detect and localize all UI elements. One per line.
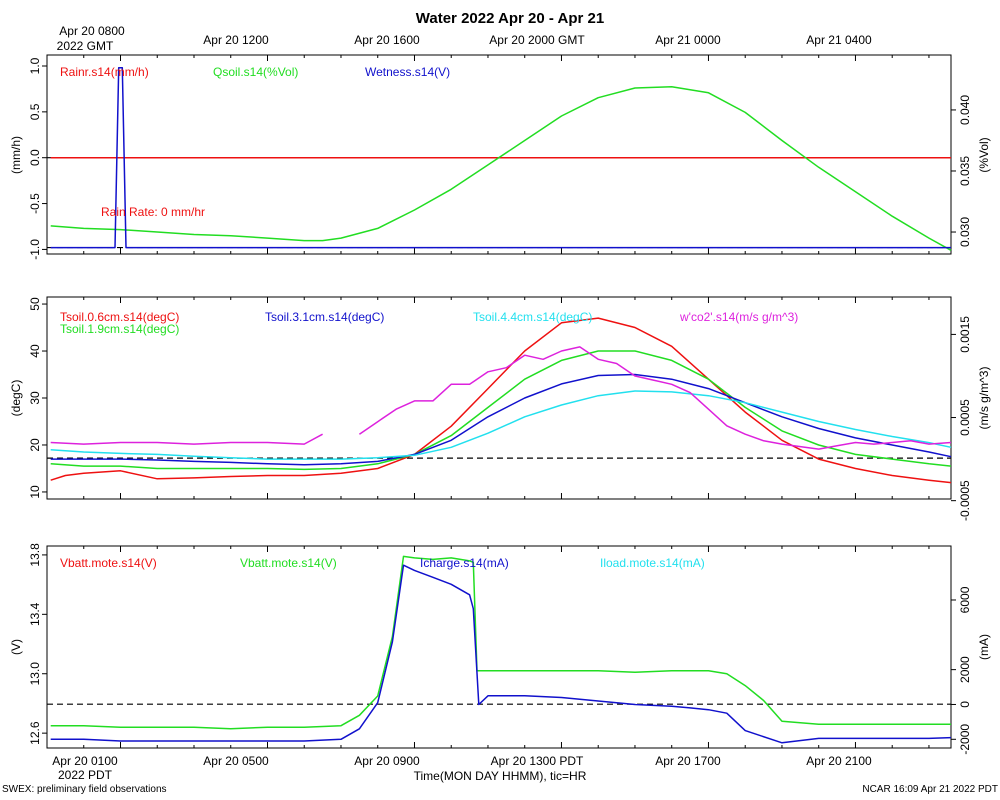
right-y-tick-label: -2000 — [958, 724, 972, 755]
panel-2-legend-tsoil-0-6: Tsoil.0.6cm.s14(degC) — [60, 310, 179, 324]
panel-2-x-ticks — [46, 297, 930, 499]
bottom-tick-sublabel: 2022 PDT — [58, 768, 113, 782]
series-line-qsoil-s14 — [50, 85, 952, 251]
panel-3-legend-vbatt-green: Vbatt.mote.s14(V) — [240, 556, 337, 570]
x-axis-label: Time(MON DAY HHMM), tic=HR — [414, 769, 587, 783]
left-y-tick-label: 0.0 — [28, 149, 42, 166]
bottom-axis-labels: Apr 20 0100 2022 PDT Apr 20 0500 Apr 20 … — [52, 754, 872, 782]
panel-2-legend-tsoil-3-1: Tsoil.3.1cm.s14(degC) — [265, 310, 384, 324]
left-y-tick-label: 13.8 — [28, 543, 42, 567]
left-y-tick-label: 40 — [28, 344, 42, 358]
panel-3-ylabel-right: (mA) — [977, 634, 991, 660]
bottom-tick-label-1: Apr 20 0500 — [203, 754, 269, 768]
panel-1-rain-rate-annotation: Rain Rate: 0 mm/hr — [101, 205, 205, 219]
panel-1-legend-wetness: Wetness.s14(V) — [365, 65, 450, 79]
panel-3-ylabel-left: (V) — [9, 639, 23, 655]
panel-2-right-ticks: 0.0015 0.0005 -0.0005 — [951, 316, 972, 521]
panel-2-legend-tsoil-4-4: Tsoil.4.4cm.s14(degC) — [473, 310, 592, 324]
bottom-tick-label-3: Apr 20 1300 PDT — [491, 754, 584, 768]
left-y-tick-label: 12.6 — [28, 721, 42, 745]
left-y-tick-label: 0.5 — [28, 103, 42, 120]
top-tick-label-3: Apr 20 2000 GMT — [489, 33, 585, 47]
panel-1-x-ticks — [46, 55, 930, 254]
series-line-tsoil-1-9cm-s14 — [50, 350, 952, 471]
right-y-tick-label: 0.0005 — [958, 399, 972, 436]
top-tick-sublabel: 2022 GMT — [57, 39, 114, 53]
right-y-tick-label: 0.030 — [958, 217, 972, 247]
left-y-tick-label: 10 — [28, 485, 42, 499]
panel-3-legend-vbatt-red: Vbatt.mote.s14(V) — [60, 556, 157, 570]
panel-2-legend-tsoil-1-9: Tsoil.1.9cm.s14(degC) — [60, 322, 179, 336]
panel-3-legend-iload: Iload.mote.s14(mA) — [600, 556, 705, 570]
series-line-tsoil-0-6cm-s14 — [50, 317, 952, 484]
panel-2-ylabel-left: (degC) — [9, 380, 23, 417]
series-line-vbatt-mote-s14 — [50, 555, 951, 730]
left-y-tick-label: -1.0 — [28, 239, 42, 260]
footer-right-note: NCAR 16:09 Apr 21 2022 PDT — [862, 784, 998, 795]
panel-3-legend-icharge: Icharge.s14(mA) — [420, 556, 509, 570]
left-y-tick-label: -0.5 — [28, 193, 42, 214]
panel-3-frame — [46, 545, 952, 749]
chart-title: Water 2022 Apr 20 - Apr 21 — [416, 10, 604, 27]
left-y-tick-label: 1.0 — [28, 57, 42, 74]
bottom-tick-label-2: Apr 20 0900 — [354, 754, 420, 768]
panel-1-left-ticks: 1.0 0.5 0.0 -0.5 -1.0 — [28, 57, 47, 260]
panel-3-left-ticks: 13.8 13.4 13.0 12.6 — [28, 543, 47, 745]
footer-left-note: SWEX: preliminary field observations — [2, 784, 167, 795]
series-line-icharge-s14 — [50, 564, 952, 744]
panel-1-series — [50, 67, 952, 251]
left-y-tick-label: 50 — [28, 297, 42, 311]
right-y-tick-label: 0.035 — [958, 156, 972, 186]
panel-2-legend-wco2: w'co2'.s14(m/s g/m^3) — [679, 310, 798, 324]
right-y-tick-label: 0.0015 — [958, 316, 972, 353]
panel-2-left-ticks: 50 40 30 20 10 — [28, 297, 47, 499]
panel-1-ylabel-right: (%Vol) — [977, 137, 991, 172]
panel-1-right-ticks: 0.040 0.035 0.030 — [951, 95, 972, 247]
left-y-tick-label: 30 — [28, 391, 42, 405]
panel-1-legend-rainr: Rainr.s14(mm/h) — [60, 65, 149, 79]
top-tick-label-2: Apr 20 1600 — [354, 33, 420, 47]
left-y-tick-label: 13.0 — [28, 662, 42, 686]
series-line-wetness-s14 — [50, 67, 951, 249]
series-line-tsoil-3-1cm-s14 — [50, 373, 952, 466]
bottom-tick-label-4: Apr 20 1700 — [655, 754, 721, 768]
right-y-tick-label: 2000 — [958, 656, 972, 683]
top-tick-label-0: Apr 20 0800 — [59, 24, 125, 38]
series-line-w-co2-s14 — [50, 346, 952, 450]
panel-1-legend-qsoil: Qsoil.s14(%Vol) — [213, 65, 298, 79]
top-axis-labels: Apr 20 0800 2022 GMT Apr 20 1200 Apr 20 … — [57, 24, 872, 53]
top-tick-label-1: Apr 20 1200 — [203, 33, 269, 47]
left-y-tick-label: 20 — [28, 438, 42, 452]
panel-2-ylabel-right: (m/s g/m^3) — [977, 367, 991, 430]
bottom-tick-label-0: Apr 20 0100 — [52, 754, 118, 768]
right-y-tick-label: 0.040 — [958, 95, 972, 125]
panel-battery-current: 13.8 13.4 13.0 12.6 6000 2000 0 -2000 (V) (mA)… — [9, 543, 991, 755]
right-y-tick-label: -0.0005 — [958, 480, 972, 521]
bottom-tick-label-5: Apr 20 2100 — [806, 754, 872, 768]
series-line-tsoil-4-4cm-s14 — [50, 390, 952, 460]
panel-3-x-ticks — [46, 546, 930, 748]
top-tick-label-4: Apr 21 0000 — [655, 33, 721, 47]
right-y-tick-label: 0 — [958, 701, 972, 708]
left-y-tick-label: 13.4 — [28, 602, 42, 626]
panel-3-right-ticks: 6000 2000 0 -2000 — [951, 586, 972, 755]
panel-soil-temperature: 50 40 30 20 10 0.0015 0.0005 -0.0005 (degC) (m… — [9, 296, 991, 521]
right-y-tick-label: 6000 — [958, 586, 972, 613]
panel-3-series — [50, 555, 952, 744]
panel-1-ylabel-left: (mm/h) — [9, 136, 23, 174]
panel-1-frame — [46, 54, 952, 255]
panel-2-series — [50, 317, 952, 484]
panel-rain-soil-moisture: 1.0 0.5 0.0 -0.5 -1.0 0.040 0.035 0.030 (mm/h)… — [9, 54, 991, 260]
top-tick-label-5: Apr 21 0400 — [806, 33, 872, 47]
